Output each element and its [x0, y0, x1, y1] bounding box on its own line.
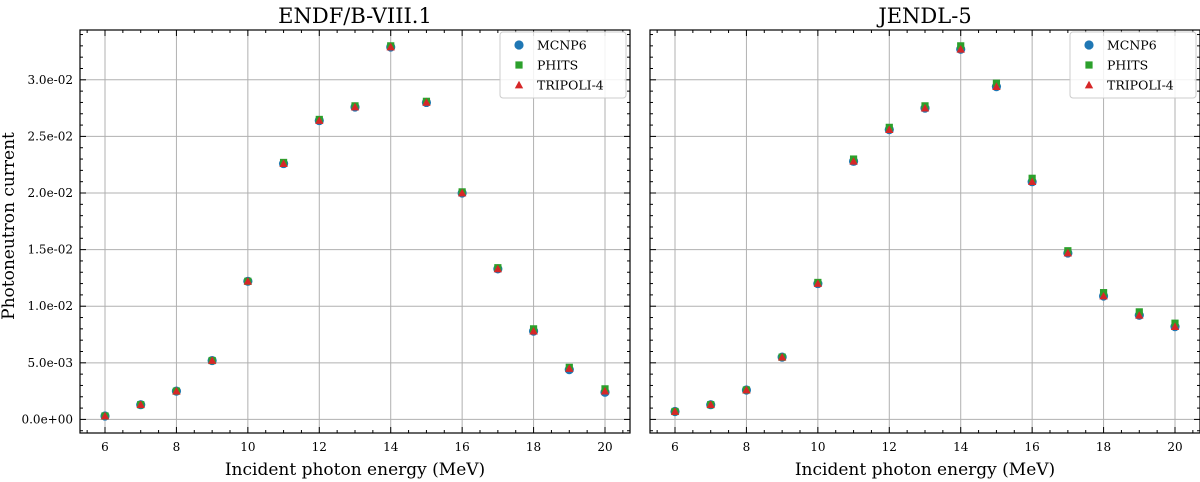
- data-point: [243, 277, 253, 285]
- x-tick-label: 14: [383, 440, 399, 454]
- series-tripoli-4: [100, 42, 610, 420]
- legend: MCNP6 PHITS TRIPOLI-4: [499, 31, 627, 99]
- x-tick-label: 20: [597, 440, 612, 454]
- panel-endf: ENDF/B-VIII.1 Incident photon energy (Me…: [21, 4, 631, 480]
- x-tick-label: 20: [1167, 440, 1182, 454]
- data-point: [600, 386, 610, 395]
- data-point: [849, 157, 858, 165]
- legend-label: PHITS: [1107, 58, 1148, 73]
- y-tick-label: 2.0e-02: [27, 186, 73, 200]
- x-tick-label: 12: [882, 440, 897, 454]
- legend-box: [1069, 31, 1197, 99]
- x-tick-label: 12: [312, 440, 327, 454]
- data-point: [706, 400, 715, 409]
- y-tick-label: 3.0e-02: [27, 73, 73, 87]
- series-tripoli-4: [670, 45, 1180, 415]
- data-point: [315, 116, 324, 124]
- data-point: [1063, 248, 1073, 257]
- x-tick-label: 18: [526, 440, 541, 454]
- data-point: [529, 326, 538, 335]
- x-tick-label: 16: [1025, 440, 1040, 454]
- data-point: [956, 45, 965, 53]
- x-tick-label: 6: [671, 440, 679, 454]
- data-point: [493, 264, 503, 273]
- data-point: [207, 356, 217, 364]
- legend-marker-phits: [1085, 61, 1093, 69]
- x-tick-label: 8: [743, 440, 751, 454]
- data-point: [100, 411, 110, 420]
- legend-marker-mcnp6: [514, 40, 524, 50]
- y-tick-label: 1.5e-02: [27, 243, 73, 257]
- legend-marker-phits: [515, 61, 523, 69]
- chart-title-endf: ENDF/B-VIII.1: [278, 4, 432, 28]
- data-point: [777, 352, 787, 361]
- y-tick-label: 0.0e+00: [21, 412, 73, 426]
- x-tick-label: 10: [240, 440, 255, 454]
- x-tick-label: 8: [173, 440, 181, 454]
- data-point: [172, 386, 181, 395]
- data-point: [565, 364, 574, 372]
- y-tick-label: 2.5e-02: [27, 129, 73, 143]
- legend-label: PHITS: [537, 58, 578, 73]
- legend-label: MCNP6: [1107, 38, 1157, 53]
- data-point: [457, 188, 467, 197]
- data-point: [136, 400, 145, 409]
- data-point: [1099, 291, 1108, 300]
- legend-marker-mcnp6: [1084, 40, 1094, 50]
- legend-label: MCNP6: [537, 38, 587, 53]
- data-point: [920, 103, 930, 112]
- y-tick-label: 5.0e-03: [27, 356, 73, 370]
- data-point: [386, 42, 395, 51]
- panel-jendl: JENDL-5 Incident photon energy (MeV) 6 8 1…: [649, 4, 1200, 480]
- data-point: [742, 385, 751, 394]
- x-axis-label-jendl: Incident photon energy (MeV): [795, 460, 1055, 480]
- legend-marker-tripoli-4: [1084, 80, 1094, 89]
- grid: [80, 30, 630, 433]
- data-point: [885, 125, 894, 133]
- plot-frame: [79, 29, 631, 434]
- data-point: [1027, 177, 1037, 186]
- legend-label: TRIPOLI-4: [537, 78, 604, 93]
- legend-box: [499, 31, 627, 99]
- x-tick-label: 14: [953, 440, 969, 454]
- data-point: [813, 279, 823, 287]
- plot-frame: [649, 29, 1200, 434]
- legend-marker-tripoli-4: [514, 80, 524, 89]
- x-tick-label: 18: [1096, 440, 1111, 454]
- y-axis-label: Photoneutron current: [0, 132, 19, 320]
- legend: MCNP6 PHITS TRIPOLI-4: [1069, 31, 1197, 99]
- data-point: [350, 102, 360, 111]
- x-tick-label: 6: [101, 440, 109, 454]
- chart-title-jendl: JENDL-5: [876, 4, 971, 28]
- y-tick-label: 1.0e-02: [27, 299, 73, 313]
- legend-label: TRIPOLI-4: [1107, 78, 1174, 93]
- x-tick-label: 10: [810, 440, 825, 454]
- x-tick-label: 16: [455, 440, 470, 454]
- data-point: [1135, 311, 1144, 319]
- data-point: [992, 82, 1001, 90]
- x-axis-label-endf: Incident photon energy (MeV): [225, 460, 485, 480]
- data-point: [670, 407, 680, 415]
- data-point: [279, 159, 288, 167]
- data-point: [1170, 322, 1180, 330]
- data-point: [422, 98, 431, 106]
